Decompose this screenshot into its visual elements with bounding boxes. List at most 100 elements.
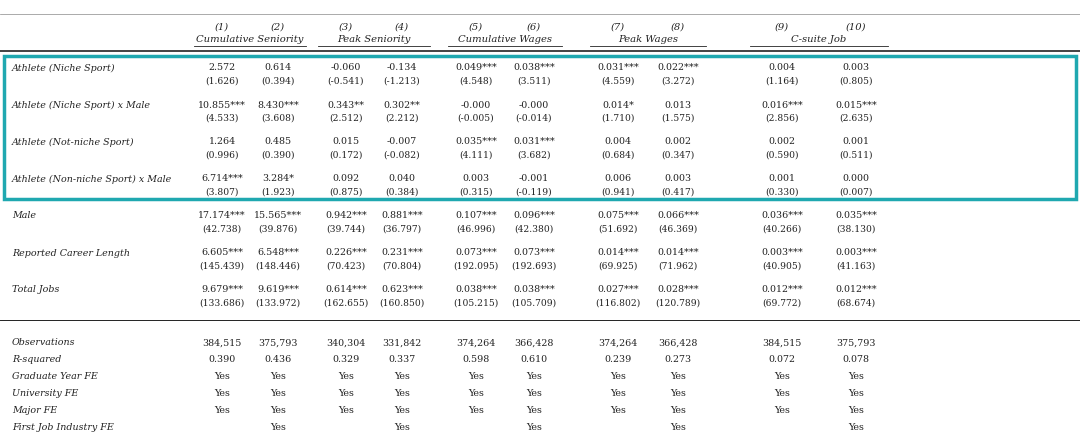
- Text: 0.942***: 0.942***: [325, 211, 367, 220]
- Text: (2.212): (2.212): [386, 113, 419, 122]
- Text: Yes: Yes: [214, 372, 230, 381]
- Text: (116.802): (116.802): [595, 298, 640, 307]
- Text: Total Jobs: Total Jobs: [12, 285, 59, 294]
- Text: (-0.082): (-0.082): [383, 150, 420, 159]
- Text: 0.038***: 0.038***: [513, 63, 555, 72]
- Text: 0.072: 0.072: [769, 355, 796, 364]
- Text: 0.485: 0.485: [265, 137, 292, 146]
- Text: 8.430***: 8.430***: [257, 100, 299, 109]
- Text: 6.605***: 6.605***: [201, 248, 243, 257]
- Text: 0.012***: 0.012***: [761, 285, 802, 294]
- Text: 0.614***: 0.614***: [325, 285, 367, 294]
- Text: 0.623***: 0.623***: [381, 285, 423, 294]
- Text: Reported Career Length: Reported Career Length: [12, 248, 130, 257]
- Text: 384,515: 384,515: [202, 338, 242, 347]
- Text: 0.049***: 0.049***: [455, 63, 497, 72]
- Text: Athlete (Non-niche Sport) x Male: Athlete (Non-niche Sport) x Male: [12, 174, 172, 183]
- Text: Yes: Yes: [270, 423, 286, 431]
- Text: Yes: Yes: [214, 388, 230, 398]
- Text: Yes: Yes: [338, 372, 354, 381]
- Text: 6.714***: 6.714***: [201, 174, 243, 183]
- Text: 0.022***: 0.022***: [658, 63, 699, 72]
- Text: (148.446): (148.446): [256, 261, 300, 270]
- Text: 0.035***: 0.035***: [455, 137, 497, 146]
- Text: (1.575): (1.575): [661, 113, 694, 122]
- Text: -0.000: -0.000: [518, 100, 549, 109]
- Text: (9): (9): [775, 23, 789, 31]
- Text: 0.598: 0.598: [462, 355, 489, 364]
- Text: (1.923): (1.923): [261, 187, 295, 196]
- Text: (133.686): (133.686): [200, 298, 245, 307]
- Text: 366,428: 366,428: [659, 338, 698, 347]
- Text: (1): (1): [215, 23, 229, 31]
- Text: Graduate Year FE: Graduate Year FE: [12, 372, 98, 381]
- Text: (0.996): (0.996): [205, 150, 239, 159]
- Text: (3.807): (3.807): [205, 187, 239, 196]
- Text: (5): (5): [469, 23, 483, 31]
- Text: 331,842: 331,842: [382, 338, 421, 347]
- Text: (0.007): (0.007): [839, 187, 873, 196]
- Text: (4): (4): [395, 23, 409, 31]
- Text: -0.000: -0.000: [461, 100, 491, 109]
- Text: (46.369): (46.369): [659, 224, 698, 233]
- Text: (6): (6): [527, 23, 541, 31]
- Text: (3.272): (3.272): [661, 76, 694, 85]
- Text: Yes: Yes: [526, 405, 542, 414]
- Text: 0.092: 0.092: [333, 174, 360, 183]
- Text: Yes: Yes: [338, 405, 354, 414]
- Text: Yes: Yes: [526, 388, 542, 398]
- Text: 0.003***: 0.003***: [761, 248, 802, 257]
- Text: 0.226***: 0.226***: [325, 248, 367, 257]
- Text: 0.329: 0.329: [333, 355, 360, 364]
- Text: 6.548***: 6.548***: [257, 248, 299, 257]
- Text: 0.881***: 0.881***: [381, 211, 422, 220]
- Bar: [4, 57, 1076, 200]
- Text: (0.805): (0.805): [839, 76, 873, 85]
- Text: C-suite Job: C-suite Job: [792, 36, 847, 44]
- Text: (2.856): (2.856): [766, 113, 799, 122]
- Text: (192.095): (192.095): [454, 261, 499, 270]
- Text: (-0.541): (-0.541): [327, 76, 364, 85]
- Text: (160.850): (160.850): [379, 298, 424, 307]
- Text: (162.655): (162.655): [323, 298, 368, 307]
- Text: (38.130): (38.130): [836, 224, 876, 233]
- Text: 9.619***: 9.619***: [257, 285, 299, 294]
- Text: (0.172): (0.172): [329, 150, 363, 159]
- Text: (0.590): (0.590): [766, 150, 799, 159]
- Text: (69.925): (69.925): [598, 261, 637, 270]
- Text: 0.031***: 0.031***: [513, 137, 555, 146]
- Text: Yes: Yes: [338, 388, 354, 398]
- Text: University FE: University FE: [12, 388, 78, 398]
- Text: Yes: Yes: [610, 388, 626, 398]
- Text: (1.710): (1.710): [602, 113, 635, 122]
- Text: 0.016***: 0.016***: [761, 100, 802, 109]
- Text: 0.038***: 0.038***: [513, 285, 555, 294]
- Text: (51.692): (51.692): [598, 224, 637, 233]
- Text: 0.343**: 0.343**: [327, 100, 365, 109]
- Text: 0.073***: 0.073***: [513, 248, 555, 257]
- Text: (71.962): (71.962): [659, 261, 698, 270]
- Text: Yes: Yes: [670, 388, 686, 398]
- Text: First Job Industry FE: First Job Industry FE: [12, 423, 113, 431]
- Text: Yes: Yes: [526, 423, 542, 431]
- Text: Yes: Yes: [394, 388, 410, 398]
- Text: 0.073***: 0.073***: [455, 248, 497, 257]
- Text: (0.875): (0.875): [329, 187, 363, 196]
- Text: 0.003***: 0.003***: [835, 248, 877, 257]
- Text: (0.315): (0.315): [459, 187, 492, 196]
- Text: 0.014***: 0.014***: [597, 248, 638, 257]
- Text: 0.239: 0.239: [605, 355, 632, 364]
- Text: 0.015: 0.015: [333, 137, 360, 146]
- Text: 0.002: 0.002: [664, 137, 691, 146]
- Text: 0.014*: 0.014*: [602, 100, 634, 109]
- Text: (70.804): (70.804): [382, 261, 421, 270]
- Text: Athlete (Niche Sport): Athlete (Niche Sport): [12, 63, 116, 72]
- Text: (2): (2): [271, 23, 285, 31]
- Text: Major FE: Major FE: [12, 405, 57, 414]
- Text: 15.565***: 15.565***: [254, 211, 302, 220]
- Text: Yes: Yes: [670, 423, 686, 431]
- Text: Yes: Yes: [848, 388, 864, 398]
- Text: (4.559): (4.559): [602, 76, 635, 85]
- Text: 0.015***: 0.015***: [835, 100, 877, 109]
- Text: (68.674): (68.674): [836, 298, 876, 307]
